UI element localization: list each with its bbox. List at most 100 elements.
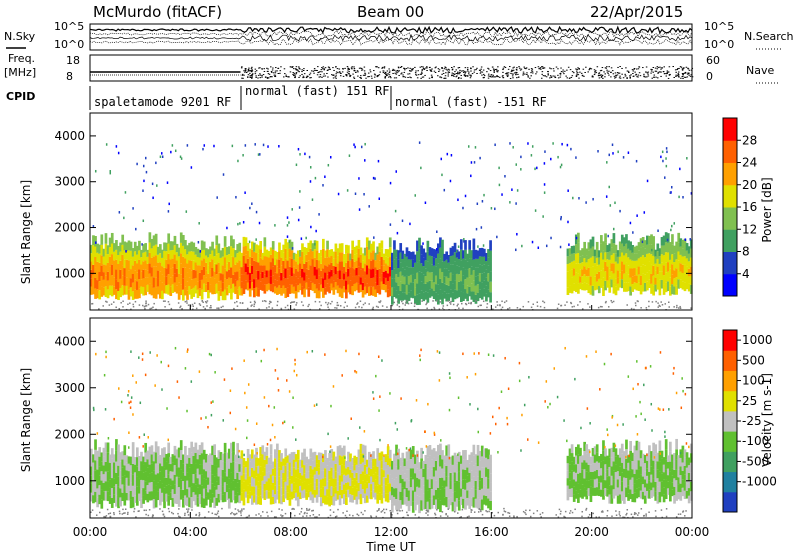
heatmap-cell: [150, 276, 154, 286]
heatmap-cell: [311, 282, 315, 291]
freq-sample: [244, 70, 247, 72]
ground-scatter: [198, 513, 201, 516]
heatmap-cell: [232, 248, 235, 258]
heatmap-cell: [391, 503, 394, 513]
heatmap-cell: [225, 492, 229, 501]
heatmap-cell: [129, 499, 133, 509]
heatmap-cell: [637, 250, 641, 259]
heatmap-cell: [292, 286, 296, 294]
heatmap-scatter: [292, 396, 294, 399]
freq-sample: [335, 66, 337, 68]
heatmap-cell: [585, 462, 589, 472]
heatmap-cell: [476, 292, 480, 302]
ground-scatter: [305, 515, 308, 517]
heatmap-cell: [92, 486, 95, 496]
heatmap-cell: [125, 277, 129, 286]
heatmap-cell: [593, 256, 597, 264]
freq-sample: [321, 67, 323, 69]
heatmap-cell: [177, 487, 181, 498]
ground-scatter: [426, 510, 429, 512]
heatmap-scatter: [477, 430, 480, 434]
freq-right-tick-bottom: 0: [706, 70, 713, 83]
heatmap-cell: [290, 475, 294, 484]
heatmap-scatter: [612, 227, 615, 231]
heatmap-scatter: [616, 423, 619, 427]
heatmap-cell: [90, 448, 93, 458]
heatmap-cell: [230, 235, 233, 247]
heatmap-cell: [129, 465, 133, 474]
heatmap-cell: [384, 454, 388, 463]
freq-sample: [522, 74, 524, 76]
heatmap-cell: [566, 492, 570, 501]
heatmap-cell: [361, 260, 365, 269]
heatmap-cell: [127, 463, 131, 472]
heatmap-cell: [683, 247, 687, 257]
heatmap-cell: [92, 254, 95, 265]
heatmap-scatter: [639, 400, 641, 404]
heatmap-cell: [597, 257, 601, 265]
freq-sample: [310, 77, 312, 79]
heatmap-cell: [388, 286, 392, 297]
heatmap-cell: [487, 257, 490, 266]
heatmap-cell: [250, 241, 254, 250]
heatmap-cell: [393, 453, 396, 463]
heatmap-cell: [646, 490, 649, 499]
heatmap-cell: [280, 470, 283, 479]
heatmap-cell: [606, 476, 609, 483]
range-tick-label: 2000: [54, 221, 85, 235]
heatmap-scatter: [457, 198, 459, 202]
heatmap-cell: [186, 463, 189, 473]
freq-sample: [661, 67, 663, 69]
freq-sample: [502, 77, 504, 79]
freq-sample: [487, 75, 490, 77]
freq-sample: [569, 69, 572, 71]
heatmap-cell: [482, 457, 486, 468]
freq-sample: [321, 71, 323, 73]
ground-scatter: [170, 307, 173, 310]
heatmap-scatter: [424, 201, 427, 205]
heatmap-cell: [386, 446, 390, 456]
ground-scatter: [413, 305, 416, 307]
freq-sample: [660, 71, 662, 73]
heatmap-cell: [673, 253, 676, 262]
ground-scatter: [204, 300, 207, 303]
heatmap-cell: [257, 458, 260, 466]
heatmap-cell: [161, 290, 164, 300]
ground-scatter: [271, 307, 274, 309]
heatmap-scatter: [370, 454, 372, 457]
noise-panel-frame: [89, 23, 693, 51]
heatmap-cell: [140, 498, 143, 509]
heatmap-scatter: [124, 191, 127, 194]
ground-scatter: [425, 512, 427, 514]
heatmap-cell: [163, 276, 166, 285]
heatmap-cell: [641, 491, 645, 500]
heatmap-cell: [131, 496, 135, 508]
heatmap-cell: [267, 457, 271, 465]
freq-sample: [519, 69, 522, 71]
heatmap-cell: [169, 492, 173, 501]
freq-sample: [388, 72, 391, 74]
heatmap-cell: [257, 465, 260, 474]
heatmap-cell: [179, 253, 183, 264]
heatmap-cell: [627, 485, 630, 494]
ground-scatter: [204, 307, 206, 310]
heatmap-cell: [574, 464, 578, 473]
heatmap-cell: [301, 277, 304, 287]
heatmap-cell: [413, 295, 417, 304]
noise-right-tick-bottom: 10^0: [704, 38, 734, 51]
heatmap-cell: [198, 257, 202, 266]
heatmap-cell: [152, 480, 156, 490]
heatmap-cell: [689, 266, 693, 276]
heatmap-cell: [643, 248, 647, 258]
heatmap-cell: [675, 490, 678, 501]
heatmap-cell: [610, 475, 614, 486]
heatmap-cell: [225, 452, 229, 461]
heatmap-cell: [610, 255, 614, 264]
heatmap-cell: [401, 275, 405, 285]
heatmap-scatter: [229, 389, 232, 392]
heatmap-cell: [451, 283, 455, 293]
heatmap-cell: [156, 491, 160, 501]
freq-sample: [271, 76, 273, 78]
freq-sample: [464, 67, 467, 69]
freq-sample: [319, 74, 322, 76]
